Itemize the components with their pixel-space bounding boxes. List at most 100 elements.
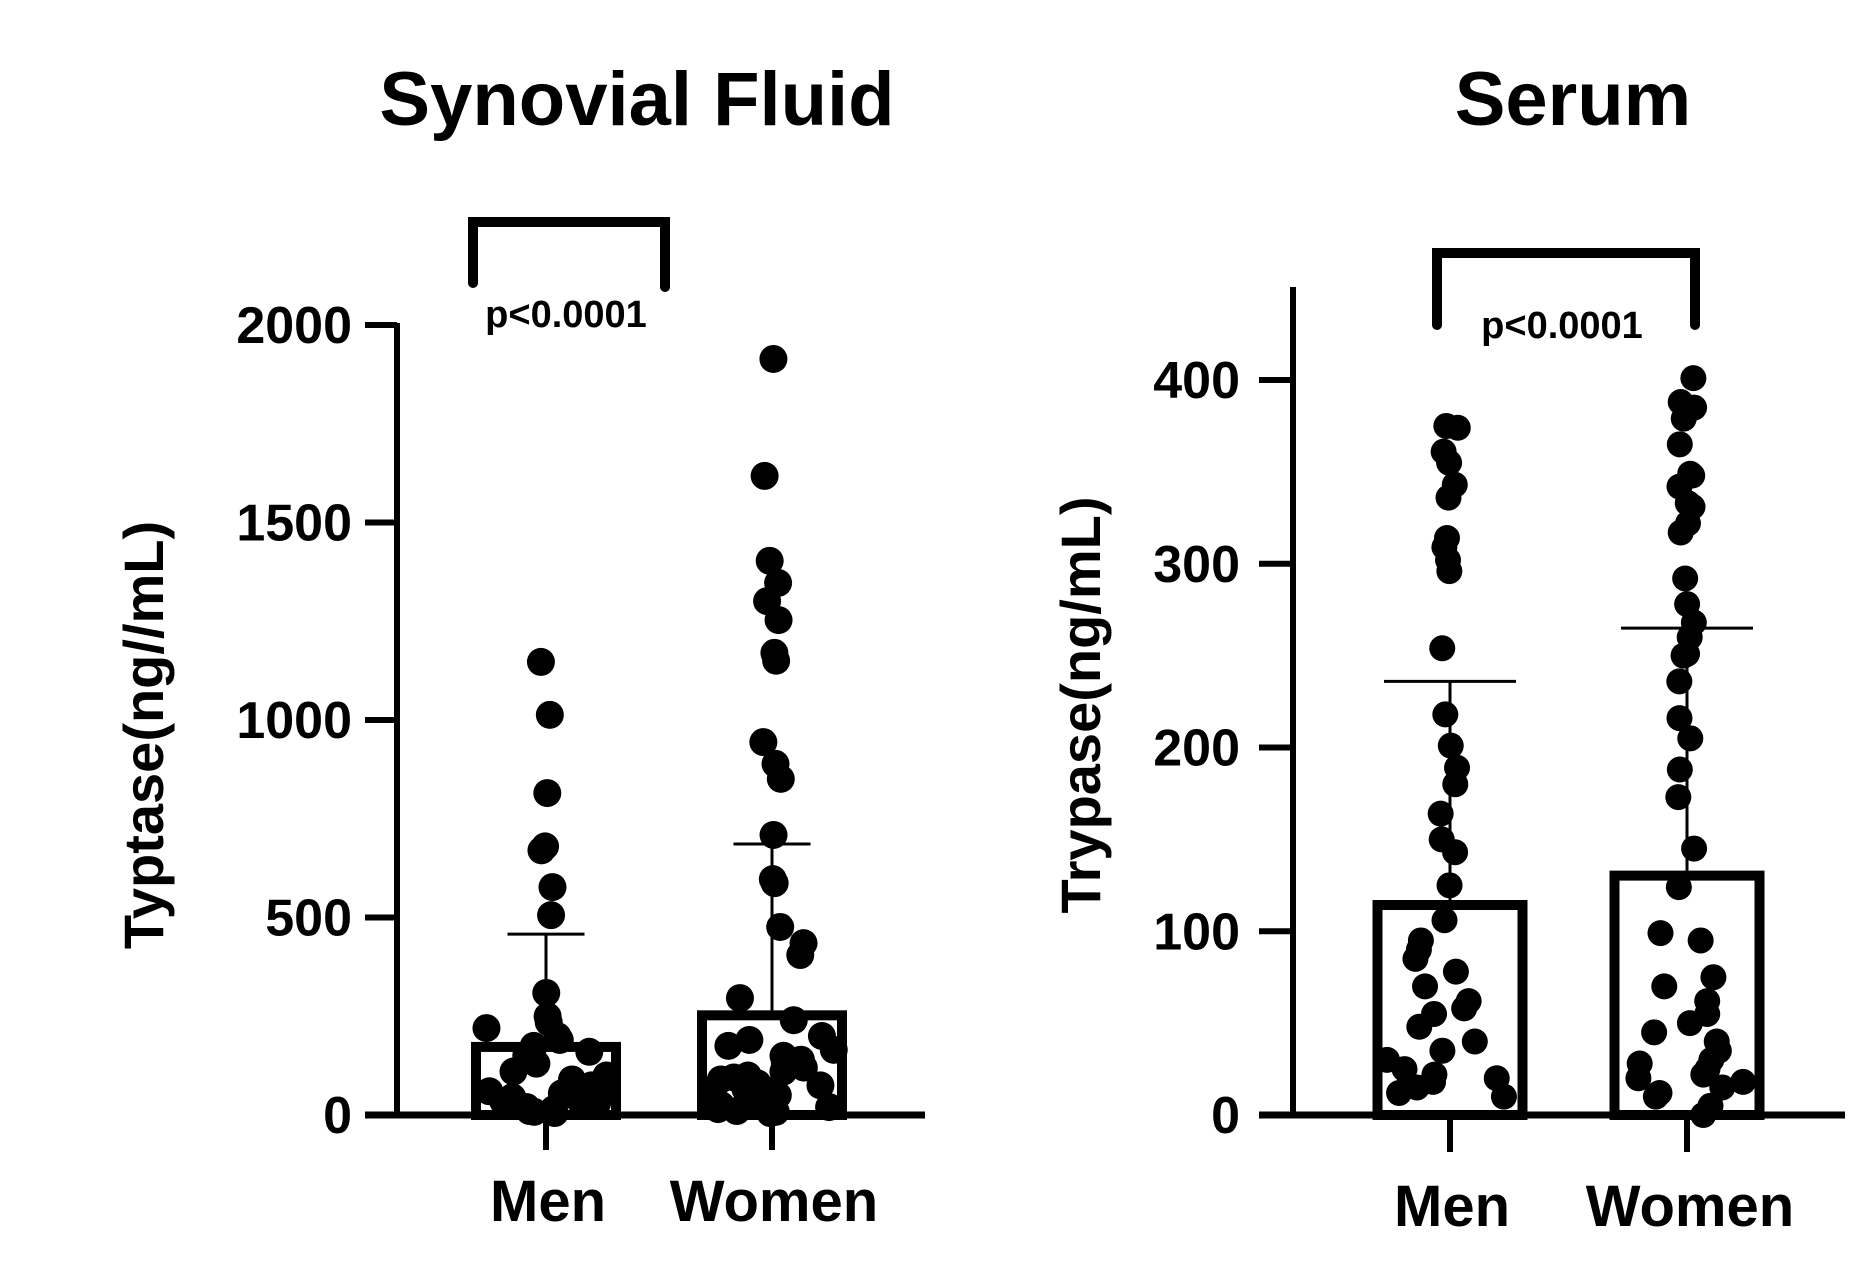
synovial-fluid-chart: Synovial Fluid Typtase(ng//mL) 0 500 100… — [112, 57, 925, 1234]
data-point-women — [1677, 725, 1704, 752]
p-value-annotation: p<0.0001 — [1481, 305, 1643, 347]
data-point-women — [1666, 431, 1693, 458]
data-point-men — [538, 873, 567, 902]
data-point-men — [1432, 701, 1459, 728]
data-point-men — [1442, 839, 1469, 866]
data-point-men — [1429, 1037, 1456, 1064]
serum-chart: Serum Trypase(ng/mL) 0 100 200 300 400 M… — [1049, 57, 1845, 1239]
data-point-women — [1666, 705, 1693, 732]
data-point-men — [1436, 558, 1463, 585]
chart-title: Synovial Fluid — [379, 57, 894, 142]
data-point-men — [1386, 1079, 1413, 1106]
data-point-women — [749, 728, 778, 757]
y-tick-label: 2000 — [236, 297, 352, 355]
chart-marks — [1259, 248, 1845, 1152]
y-axis-label: Typtase(ng//mL) — [112, 521, 175, 949]
x-tick-label-men: Men — [490, 1169, 606, 1234]
data-point-men — [1461, 1028, 1488, 1055]
y-tick-label: 0 — [1211, 1087, 1240, 1145]
data-point-men — [520, 1097, 549, 1126]
data-point-men — [1442, 958, 1469, 985]
data-point-women — [1642, 1083, 1669, 1110]
data-point-women — [1670, 405, 1697, 432]
data-point-women — [1651, 973, 1678, 1000]
data-point-women — [1665, 784, 1692, 811]
p-value-annotation: p<0.0001 — [485, 294, 647, 336]
data-point-women — [769, 1057, 798, 1086]
data-point-women — [1672, 565, 1699, 592]
data-point-women — [779, 1006, 808, 1035]
data-point-women — [759, 344, 788, 373]
data-point-women — [1690, 1102, 1717, 1128]
data-point-men — [526, 647, 555, 676]
data-point-women — [1647, 920, 1674, 947]
data-point-women — [735, 1025, 764, 1054]
data-point-men — [492, 1091, 521, 1120]
data-point-men — [540, 1099, 569, 1128]
data-point-women — [1730, 1068, 1757, 1095]
data-point-men — [583, 1089, 612, 1118]
y-tick-label: 0 — [323, 1087, 352, 1145]
data-point-women — [722, 1097, 751, 1126]
data-point-women — [1670, 642, 1697, 669]
data-point-men — [1427, 800, 1454, 827]
y-tick-label: 400 — [1153, 352, 1240, 410]
data-point-women — [725, 984, 754, 1013]
y-axis-label: Trypase(ng/mL) — [1049, 497, 1112, 914]
data-point-women — [1625, 1065, 1652, 1092]
bar-men — [1372, 900, 1528, 1121]
data-point-women — [815, 1093, 844, 1122]
significance-bracket — [1432, 248, 1700, 330]
data-point-men — [1436, 449, 1463, 476]
x-tick-label-men: Men — [1394, 1174, 1510, 1239]
data-point-men — [1444, 414, 1471, 441]
data-point-men — [545, 1025, 574, 1054]
data-point-women — [764, 606, 793, 635]
data-point-men — [1442, 771, 1469, 798]
y-tick-labels: 0 500 1000 1500 2000 — [236, 297, 352, 1145]
x-tick-label-women: Women — [670, 1169, 878, 1234]
data-point-women — [1667, 519, 1694, 546]
data-point-men — [1490, 1083, 1517, 1110]
y-tick-label: 300 — [1153, 536, 1240, 594]
data-point-men — [535, 700, 564, 729]
data-point-men — [522, 1049, 551, 1078]
data-point-men — [1429, 635, 1456, 662]
x-tick-label-women: Women — [1586, 1174, 1794, 1239]
data-point-men — [1436, 872, 1463, 899]
data-point-women — [819, 1035, 848, 1064]
data-point-women — [1681, 835, 1708, 862]
data-point-women — [1690, 1061, 1717, 1088]
data-point-women — [1666, 668, 1693, 695]
data-point-women — [755, 546, 784, 575]
data-point-women — [766, 912, 795, 941]
data-point-men — [1431, 907, 1458, 934]
chart-marks — [365, 217, 925, 1150]
data-point-women — [1700, 964, 1727, 991]
data-point-men — [537, 901, 566, 930]
data-point-women — [750, 461, 779, 490]
data-point-women — [762, 646, 791, 675]
significance-bracket — [468, 217, 670, 292]
data-point-women — [1666, 756, 1693, 783]
data-point-women — [756, 1099, 785, 1128]
data-point-women — [766, 764, 795, 793]
data-point-men — [1412, 973, 1439, 1000]
data-point-men — [532, 978, 561, 1007]
data-point-men — [1402, 945, 1429, 972]
y-tick-label: 200 — [1153, 720, 1240, 778]
data-point-women — [1680, 365, 1707, 392]
data-point-women — [1641, 1019, 1668, 1046]
data-point-women — [786, 941, 815, 970]
data-point-men — [1451, 995, 1478, 1022]
data-point-women — [1676, 1010, 1703, 1037]
chart-title: Serum — [1455, 57, 1692, 142]
data-point-men — [575, 1037, 604, 1066]
data-point-men — [472, 1014, 501, 1043]
y-tick-label: 500 — [265, 890, 352, 948]
bar-women — [1609, 870, 1765, 1120]
y-tick-label: 100 — [1153, 903, 1240, 961]
data-point-men — [499, 1057, 528, 1086]
y-tick-labels: 0 100 200 300 400 — [1153, 352, 1240, 1145]
